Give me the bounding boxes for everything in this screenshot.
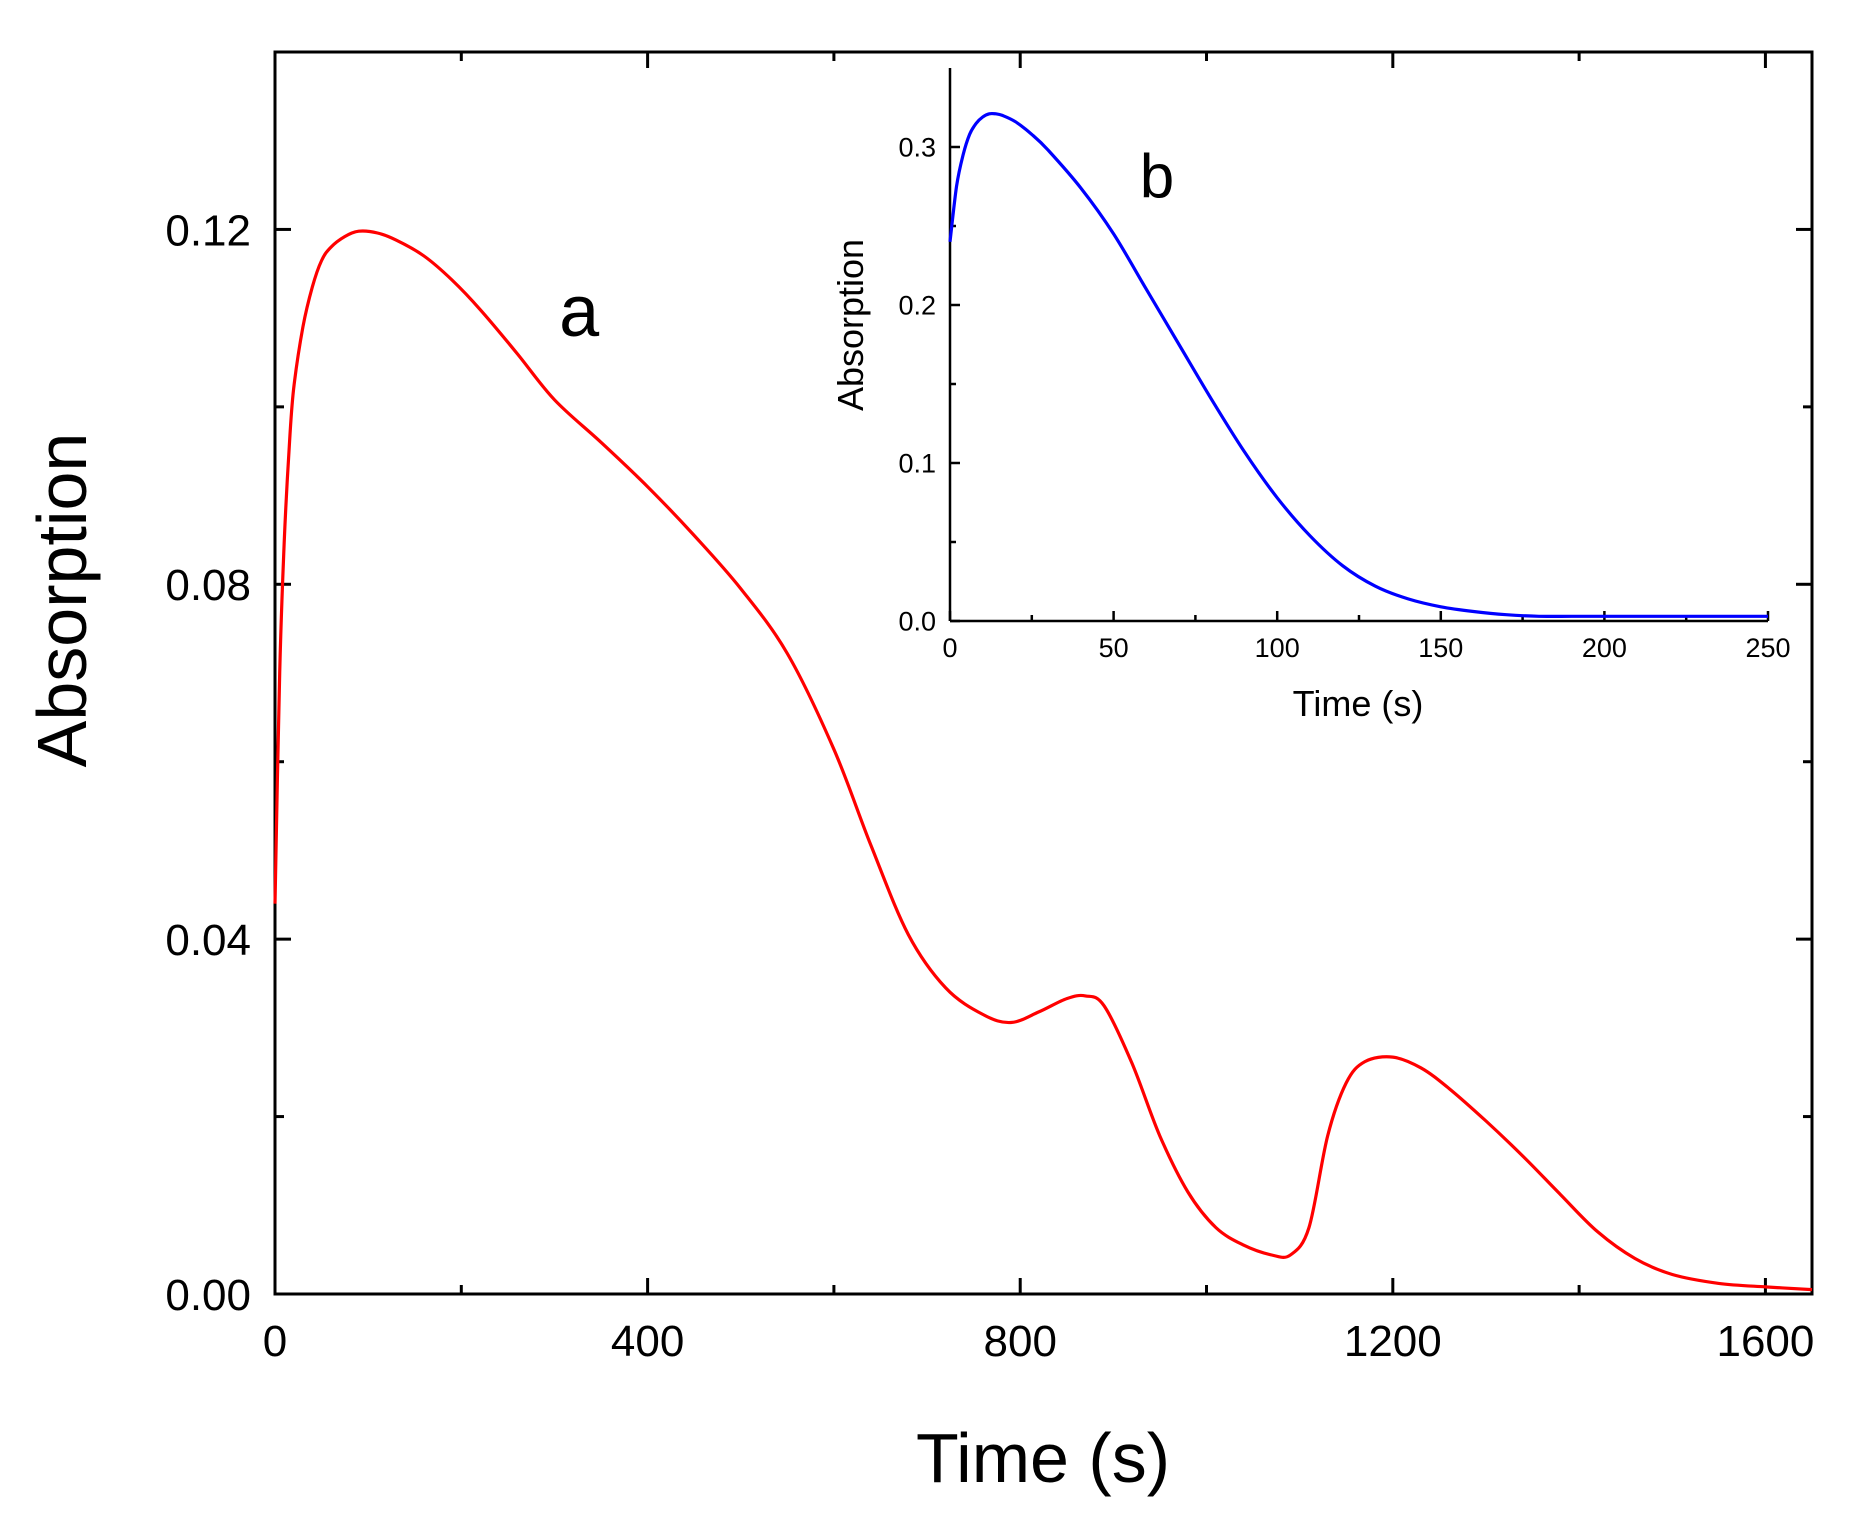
main-y-tick-label: 0.00 — [165, 1271, 251, 1320]
inset-curve-label-b: b — [1140, 143, 1174, 212]
main-x-tick-label: 800 — [984, 1317, 1057, 1366]
inset-y-tick-label: 0.0 — [898, 607, 936, 637]
main-x-tick-label: 1600 — [1716, 1317, 1814, 1366]
main-curve-label-a: a — [559, 272, 600, 352]
main-y-axis-label: Absorption — [23, 433, 101, 768]
inset-x-tick-label: 250 — [1745, 633, 1790, 663]
inset-chart: 0 50 100 150 200 250 0.0 0.1 0.2 0.3 Time (s) Abs… — [830, 68, 1791, 724]
main-series-line-a — [273, 229, 1813, 1292]
inset-y-tick-label: 0.3 — [898, 133, 936, 163]
main-y-tick-label: 0.04 — [165, 916, 251, 965]
main-plot-frame — [273, 50, 1814, 1296]
inset-series-line-b — [948, 111, 1768, 618]
inset-y-tick-label: 0.2 — [898, 291, 936, 321]
main-x-tick-label: 0 — [263, 1317, 287, 1366]
inset-ticks: 0 50 100 150 200 250 0.0 0.1 0.2 0.3 — [898, 133, 1790, 663]
inset-series — [948, 111, 1768, 618]
main-x-tick-label: 1200 — [1344, 1317, 1442, 1366]
inset-y-tick-label: 0.1 — [898, 449, 936, 479]
inset-x-tick-label: 200 — [1582, 633, 1627, 663]
inset-x-tick-label: 100 — [1255, 633, 1300, 663]
main-x-axis-label: Time (s) — [916, 1419, 1170, 1497]
inset-y-axis-label: Absorption — [830, 239, 871, 411]
inset-x-tick-label: 50 — [1099, 633, 1129, 663]
main-y-tick-label: 0.12 — [165, 206, 251, 255]
main-y-tick-label: 0.08 — [165, 561, 251, 610]
inset-x-tick-label: 150 — [1418, 633, 1463, 663]
inset-x-axis-label: Time (s) — [1293, 683, 1424, 724]
main-x-tick-label: 400 — [611, 1317, 684, 1366]
main-series — [273, 229, 1813, 1292]
inset-x-tick-label: 0 — [942, 633, 957, 663]
